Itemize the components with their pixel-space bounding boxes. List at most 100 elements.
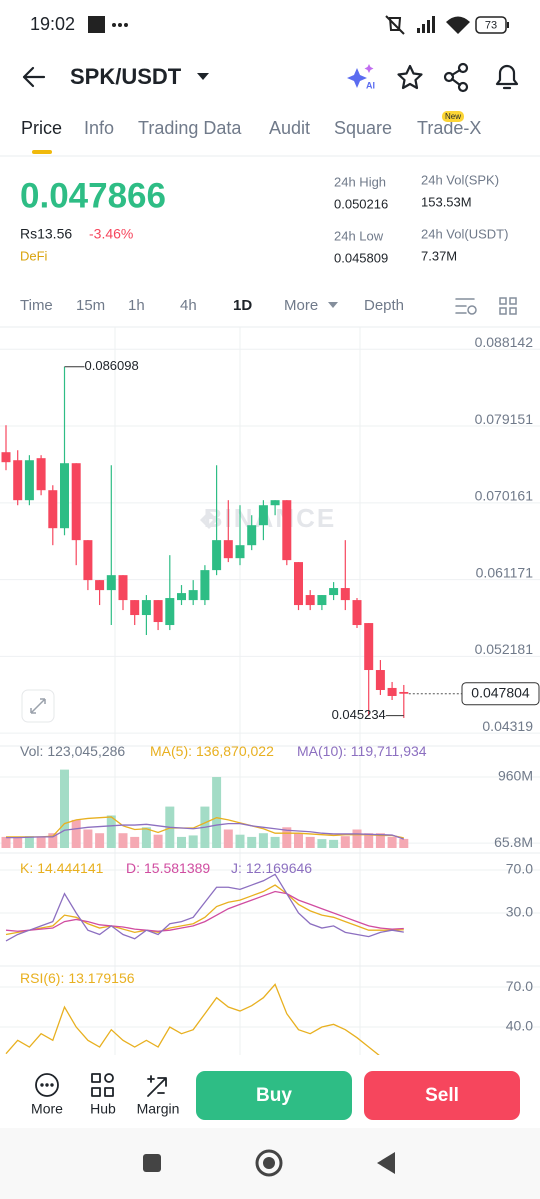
- tab[interactable]: Info: [84, 118, 114, 138]
- legend-name: RSI(6):: [20, 970, 64, 986]
- legend-entry: D: 15.581389: [126, 860, 210, 876]
- stat-label: 24h High: [334, 174, 386, 189]
- candle-body: [130, 600, 140, 616]
- stat-value: 0.045809: [334, 250, 388, 265]
- pair-title[interactable]: SPK/USDT: [70, 64, 182, 89]
- tab[interactable]: Price: [21, 118, 62, 138]
- tab[interactable]: Trade-X: [417, 118, 481, 138]
- action-label[interactable]: Hub: [90, 1101, 116, 1117]
- candle-body: [141, 600, 151, 616]
- candle-body: [294, 562, 303, 606]
- sell-label[interactable]: Sell: [425, 1085, 459, 1106]
- panel: [5, 873, 404, 942]
- interval[interactable]: 15m: [76, 297, 105, 314]
- fullscreen-button[interactable]: [21, 689, 55, 723]
- ai-button[interactable]: AI: [347, 64, 375, 90]
- y-tick-label: 960M: [498, 768, 533, 784]
- legend-value: 12.169646: [246, 860, 312, 876]
- pair-dropdown[interactable]: [197, 73, 209, 80]
- volume-bar: [364, 833, 374, 848]
- y-tick-label: 0.079151: [475, 411, 534, 427]
- watermark: BINANCE: [204, 503, 336, 533]
- interval[interactable]: 1h: [128, 297, 145, 314]
- tab[interactable]: Square: [334, 118, 392, 138]
- volume-bar: [223, 829, 233, 848]
- candle-body: [399, 691, 409, 694]
- interval[interactable]: 1D: [233, 297, 252, 314]
- volume-bar: [177, 836, 186, 848]
- y-tick-label: 40.0: [506, 1018, 533, 1034]
- indicator-line: [6, 822, 405, 840]
- candle-body: [165, 598, 175, 626]
- volume-bar: [71, 819, 81, 848]
- candle-body: [48, 490, 58, 529]
- action-label[interactable]: Margin: [137, 1101, 180, 1117]
- volume-bar: [294, 833, 303, 848]
- category-tag[interactable]: DeFi: [20, 248, 48, 263]
- candle-body: [364, 623, 374, 671]
- interval[interactable]: Depth: [364, 297, 404, 314]
- sell-button[interactable]: [364, 1071, 520, 1120]
- indicator-settings[interactable]: [455, 298, 477, 315]
- volume-bar: [282, 827, 292, 848]
- legend-name: J:: [231, 860, 242, 876]
- alert-button[interactable]: [495, 64, 519, 90]
- tab[interactable]: Audit: [269, 118, 310, 138]
- last-price: 0.047866: [20, 176, 166, 215]
- more-icon[interactable]: [35, 1073, 59, 1097]
- stat-value: 153.53M: [421, 194, 472, 209]
- y-tick-label: 0.052181: [475, 641, 534, 657]
- action-label[interactable]: More: [31, 1101, 63, 1117]
- nav-recent[interactable]: [143, 1154, 161, 1172]
- nav-back[interactable]: [377, 1152, 395, 1174]
- volume-bar: [352, 829, 362, 848]
- candle-body: [83, 540, 93, 581]
- interval[interactable]: Time: [20, 297, 53, 314]
- legend-entry: J: 12.169646: [231, 860, 312, 876]
- back-button[interactable]: [22, 66, 46, 88]
- volume-bar: [235, 834, 245, 848]
- candle-body: [106, 575, 116, 591]
- y-tick-label: 70.0: [506, 861, 533, 877]
- y-tick-label: 0.04319: [482, 718, 533, 734]
- volume-bar: [270, 836, 280, 848]
- legend-value: 15.581389: [144, 860, 210, 876]
- candle-body: [200, 570, 210, 601]
- svg-text:AI: AI: [366, 80, 375, 90]
- local-price: Rs13.56: [20, 226, 72, 242]
- margin-icon[interactable]: [147, 1075, 167, 1097]
- buy-button[interactable]: [196, 1071, 352, 1120]
- legend-entry: K: 14.444141: [20, 860, 104, 876]
- candle-body: [270, 500, 280, 506]
- y-tick-label: 30.0: [506, 904, 533, 920]
- volume-bar: [95, 833, 105, 848]
- y-tick-label: 0.070161: [475, 488, 534, 504]
- volume-bar: [118, 833, 128, 848]
- volume-bar: [399, 838, 409, 848]
- tab[interactable]: Trading Data: [138, 118, 242, 138]
- chart-panels: 0.086098 0.045234 0.047804: [0, 348, 540, 1055]
- interval[interactable]: 4h: [180, 297, 197, 314]
- tab-badge-bg: [442, 111, 464, 122]
- buy-label[interactable]: Buy: [256, 1085, 292, 1106]
- status-dots: [112, 23, 128, 27]
- favorite-button[interactable]: [397, 64, 423, 90]
- volume-bar: [60, 769, 69, 848]
- candle-body: [317, 595, 327, 606]
- volume-bar: [375, 833, 385, 848]
- stat-value: 7.37M: [421, 248, 457, 263]
- y-tick-label: 0.088142: [475, 334, 534, 350]
- hub-icon[interactable]: [91, 1073, 114, 1097]
- indicator-line: [5, 890, 404, 932]
- interval[interactable]: More: [284, 297, 318, 314]
- nav-home[interactable]: [255, 1149, 283, 1177]
- legend-name: MA(10):: [297, 743, 347, 759]
- volume-bar: [317, 839, 327, 848]
- legend-value: 14.444141: [37, 860, 103, 876]
- battery-level: 73: [485, 19, 497, 31]
- share-button[interactable]: [443, 62, 469, 93]
- volume-bar: [247, 836, 257, 848]
- status-time: 19:02: [30, 14, 75, 34]
- layout-toggle[interactable]: [499, 297, 517, 315]
- legend-name: Vol:: [20, 743, 43, 759]
